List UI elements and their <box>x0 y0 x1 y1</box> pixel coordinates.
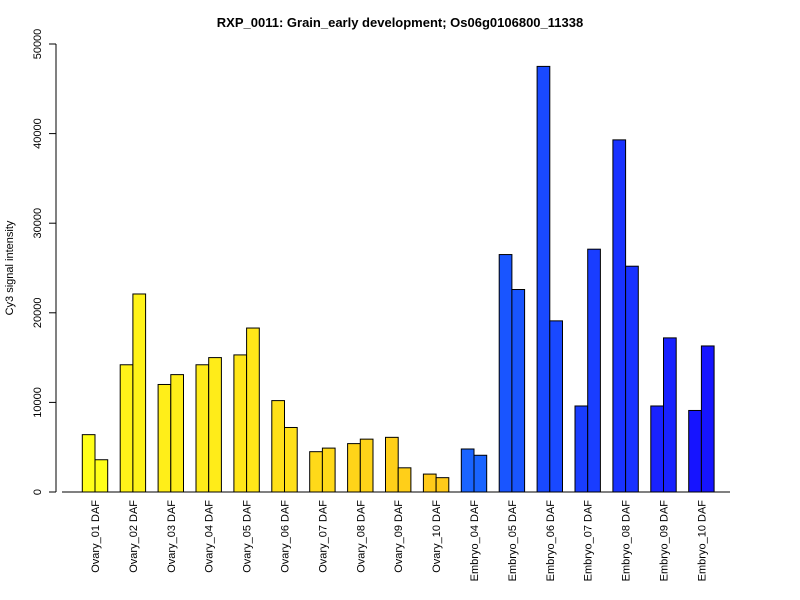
x-tick-label: Ovary_03 DAF <box>166 500 178 573</box>
bar <box>422 473 437 493</box>
x-tick-label: Embryo_10 DAF <box>696 500 708 582</box>
bar <box>700 345 715 493</box>
y-axis-label: Cy3 signal intensity <box>4 220 16 315</box>
x-tick-label: Ovary_06 DAF <box>280 500 292 573</box>
bar <box>170 374 185 493</box>
bar <box>233 354 248 493</box>
x-tick-label: Embryo_09 DAF <box>659 500 671 582</box>
y-tick-label: 10000 <box>32 387 44 418</box>
y-tick-label: 20000 <box>32 298 44 329</box>
x-tick-label: Embryo_07 DAF <box>583 500 595 582</box>
bar <box>157 383 172 493</box>
x-tick-label: Embryo_05 DAF <box>507 500 519 582</box>
x-tick-label: Ovary_09 DAF <box>393 500 405 573</box>
x-tick-label: Ovary_05 DAF <box>242 500 254 573</box>
bar <box>511 289 526 493</box>
x-tick-label: Ovary_08 DAF <box>355 500 367 573</box>
bar <box>688 409 702 493</box>
chart-title: RXP_0011: Grain_early development; Os06g… <box>217 15 583 30</box>
bars <box>81 65 715 493</box>
bar <box>650 405 664 493</box>
bar <box>460 448 475 493</box>
bar <box>271 400 285 493</box>
y-axis: 0 10000 20000 30000 40000 50000 <box>32 29 57 495</box>
y-tick-label: 40000 <box>32 118 44 149</box>
bar <box>246 327 260 493</box>
bar <box>397 467 412 493</box>
bar <box>309 451 323 493</box>
x-tick-label: Ovary_04 DAF <box>204 500 216 573</box>
bar <box>347 443 361 493</box>
bar <box>625 265 639 493</box>
bar <box>536 65 551 493</box>
y-tick-label: 0 <box>32 489 44 495</box>
bar <box>587 248 601 493</box>
bar <box>663 337 677 493</box>
bar <box>473 454 488 493</box>
x-tick-label: Ovary_10 DAF <box>431 500 443 573</box>
bar <box>574 405 589 493</box>
bar <box>612 139 627 493</box>
bar <box>94 459 109 493</box>
x-tick-label: Embryo_06 DAF <box>545 500 557 582</box>
bar <box>549 320 563 493</box>
y-tick-label: 50000 <box>32 29 44 60</box>
bar <box>208 357 222 493</box>
bar <box>385 436 399 493</box>
bar <box>435 477 450 493</box>
bar <box>284 426 298 493</box>
bar <box>498 254 513 493</box>
bar <box>119 364 134 493</box>
bar <box>132 293 147 493</box>
bar <box>195 364 210 493</box>
bar <box>81 434 96 493</box>
x-tick-label: Embryo_04 DAF <box>469 500 481 582</box>
bar <box>359 438 374 493</box>
x-axis-tick-labels: Ovary_01 DAF Ovary_02 DAF Ovary_03 DAF Ovar… <box>90 500 708 582</box>
bar <box>321 447 336 493</box>
x-tick-label: Ovary_07 DAF <box>317 500 329 573</box>
x-tick-label: Ovary_02 DAF <box>128 500 140 573</box>
y-tick-label: 30000 <box>32 208 44 239</box>
x-tick-label: Ovary_01 DAF <box>90 500 102 573</box>
x-tick-label: Embryo_08 DAF <box>621 500 633 582</box>
